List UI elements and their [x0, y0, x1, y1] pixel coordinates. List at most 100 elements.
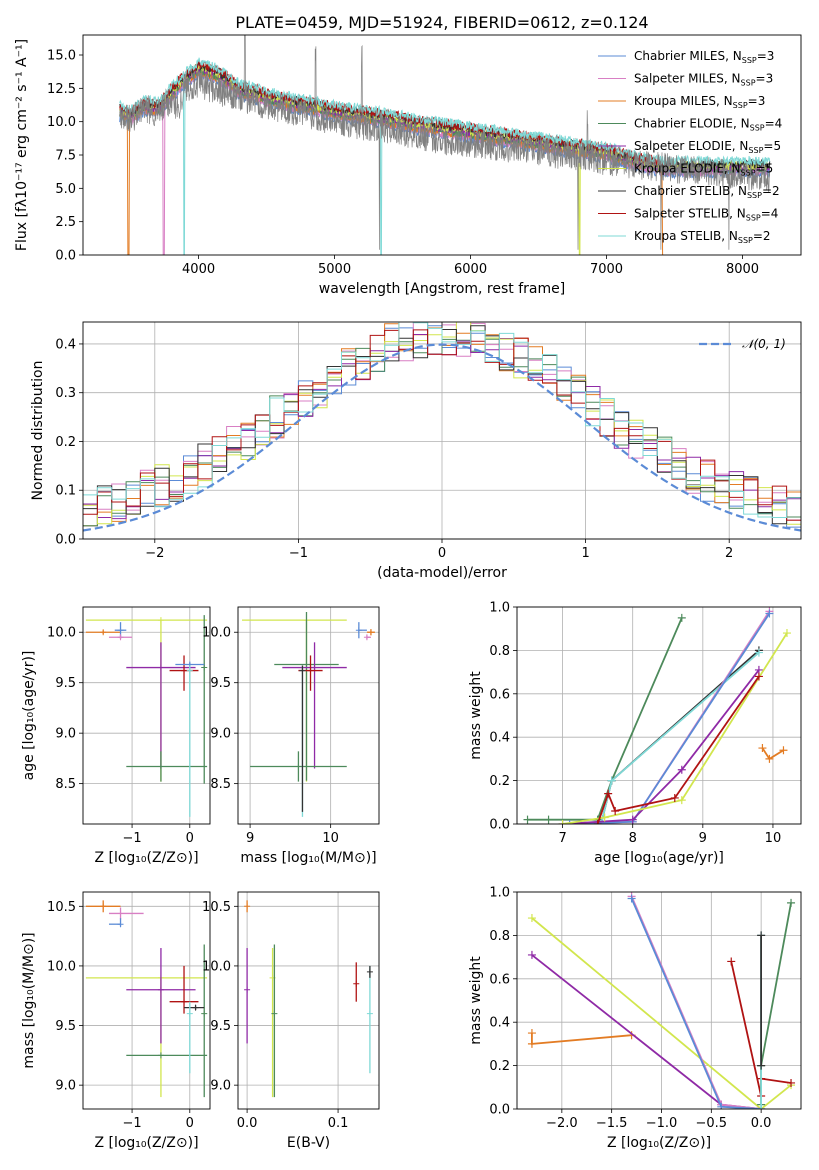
mass_vs_Z-point — [157, 986, 164, 993]
age_vs_Z-point — [157, 617, 164, 624]
age_vs_mass-point — [295, 763, 302, 770]
weight_vs_age-marker — [600, 813, 609, 822]
residuals-legend: 𝒩(0, 1) — [699, 337, 786, 351]
legend-label-salpeter_stelib: Salpeter STELIB, NSSP=4 — [634, 207, 778, 223]
weight_vs_age-xtick-label: 8 — [629, 831, 637, 846]
mass_vs_Z-frame — [82, 891, 211, 1110]
weight_vs_age-ytick-label: 1.0 — [489, 601, 510, 616]
mass_vs_Z-point — [100, 903, 107, 910]
mass_vs_ebv-axes: 0.0 0.1 9.0 9.5 10.0 10.5 — [202, 892, 379, 1131]
mass_vs_Z-ylabel: mass [log₁₀(M/M⊙)] — [21, 932, 37, 1068]
weight_vs_Z-xtick-label: 0.0 — [751, 1116, 772, 1131]
mass_vs_ebv-xtick-label: 0.0 — [237, 1116, 258, 1131]
mass_vs_Z-point — [117, 921, 124, 928]
mass_vs_Z-point — [117, 910, 124, 917]
mass_vs_ebv-xlabel: E(B-V) — [287, 1135, 330, 1151]
weight_vs_Z-xtick-label: −0.5 — [696, 1116, 728, 1131]
spectrum-xtick-label: 8000 — [726, 262, 759, 277]
weight_vs_Z-ytick-label: 0.8 — [489, 929, 510, 944]
residuals-ylabel: Normed distribution — [30, 361, 46, 501]
age_vs_mass-point — [299, 667, 306, 674]
residuals-xtick-label: −1 — [289, 546, 308, 561]
age_vs_Z-point — [201, 664, 208, 671]
weight_vs_age-marker — [782, 629, 791, 638]
age_vs_mass-point — [311, 664, 318, 671]
spectrum-ytick-label: 7.5 — [55, 149, 76, 164]
residuals-ytick-label: 0.3 — [55, 386, 76, 401]
age_vs_Z-xtick-label: −1 — [122, 831, 141, 846]
residuals-ytick-label: 0.1 — [55, 484, 76, 499]
age_vs_Z-plot — [85, 615, 208, 817]
legend-label-chabrier_elodie: Chabrier ELODIE, NSSP=4 — [634, 117, 782, 133]
weight_vs_age-marker — [604, 789, 613, 798]
mass_vs_ebv-plot — [244, 900, 373, 1098]
legend-label-kroupa_miles: Kroupa MILES, NSSP=3 — [634, 94, 765, 110]
weight_vs_age-ylabel: mass weight — [468, 671, 484, 760]
age_vs_Z-axes: −1 0 8.5 9.0 9.5 10.0 — [47, 607, 210, 846]
weight_vs_age-xtick-label: 10 — [765, 831, 782, 846]
weight_vs_Z-marker — [527, 950, 536, 959]
weight_vs_age-ytick-label: 0.0 — [489, 818, 510, 833]
legend-label-gaussian: 𝒩(0, 1) — [742, 337, 786, 351]
weight_vs_Z-marker — [787, 898, 796, 907]
weight_vs_age-ytick-label: 0.2 — [489, 774, 510, 789]
mass_vs_Z-point — [157, 1052, 164, 1059]
weight_vs_age-marker — [523, 815, 532, 824]
age_vs_mass-xlabel: mass [log₁₀(M/M⊙)] — [240, 850, 376, 866]
age_vs_Z-ylabel: age [log₁₀(age/yr)] — [21, 651, 37, 781]
weight_vs_age-marker — [565, 820, 574, 824]
weight_vs_age-marker — [779, 746, 788, 755]
weight_vs_Z-marker — [527, 1029, 536, 1038]
weight_vs_Z-ylabel: mass weight — [468, 956, 484, 1045]
legend-label-salpeter_miles: Salpeter MILES, NSSP=3 — [634, 72, 773, 88]
weight_vs_age-marker — [754, 672, 763, 681]
weight_vs_age-marker — [593, 820, 602, 824]
weight_vs_age-marker — [765, 754, 774, 763]
age_vs_mass-axes: 9 10 8.5 9.0 9.5 10.0 — [202, 607, 379, 846]
weight_vs_age-marker — [677, 765, 686, 774]
residuals-xtick-label: 0 — [438, 546, 446, 561]
weight_vs_Z-marker — [727, 957, 736, 966]
mass_vs_Z-point — [192, 1004, 199, 1011]
weight_vs_age-xtick-label: 9 — [699, 831, 707, 846]
weight_vs_age-marker — [670, 793, 679, 802]
age_vs_mass-ytick-label: 10.0 — [202, 626, 231, 641]
age_vs_Z-point — [117, 634, 124, 641]
weight_vs_age-marker — [677, 796, 686, 805]
weight_vs_Z-marker — [527, 914, 536, 923]
age_vs_mass-point — [307, 667, 314, 674]
age_vs_Z-frame — [82, 606, 211, 825]
weight_vs_age-marker — [558, 820, 567, 824]
model-line-kroupa_stelib — [119, 57, 771, 255]
mass_vs_ebv-point — [366, 968, 373, 975]
weight_vs_age-marker — [628, 815, 637, 824]
residual-hist-chabrier_stelib — [83, 322, 801, 525]
age_vs_Z-ytick-label: 10.0 — [47, 626, 76, 641]
residual-hist-kroupa_stelib — [83, 322, 801, 518]
weight_vs_age-marker — [758, 744, 767, 753]
mass_vs_ebv-point — [353, 980, 360, 987]
weight_vs_age-series-kroupa_elodie — [562, 632, 788, 824]
weight_vs_age-ytick-label: 0.4 — [489, 731, 510, 746]
age_vs_Z-point — [157, 664, 164, 671]
legend-label-chabrier_miles: Chabrier MILES, NSSP=3 — [634, 49, 774, 65]
mass_vs_ebv-ytick-label: 10.0 — [202, 959, 231, 974]
mass_vs_Z-ytick-label: 10.5 — [47, 900, 76, 915]
residuals-xlabel: (data-model)/error — [377, 565, 507, 581]
weight_vs_Z-marker — [757, 1105, 766, 1109]
weight_vs_age-ytick-label: 0.6 — [489, 687, 510, 702]
mass_vs_ebv-frame — [237, 891, 380, 1110]
residuals-ytick-label: 0.4 — [55, 337, 76, 352]
weight_vs_age-plot — [523, 607, 791, 824]
age_vs_Z-point — [186, 667, 193, 674]
weight_vs_Z-xtick-label: −1.5 — [596, 1116, 628, 1131]
mass_vs_Z-point — [181, 998, 188, 1005]
mass_vs_Z-plot — [85, 900, 208, 1098]
residuals-ytick-label: 0.0 — [55, 533, 76, 548]
weight_vs_age-marker — [611, 806, 620, 815]
age_vs_Z-ytick-label: 9.0 — [55, 727, 76, 742]
weight_vs_Z-axes: −2.0 −1.5 −1.0 −0.5 0.0 0.0 0.2 0.4 0.6 0.8 1.0 — [489, 886, 801, 1131]
weight_vs_Z-marker — [527, 1039, 536, 1048]
